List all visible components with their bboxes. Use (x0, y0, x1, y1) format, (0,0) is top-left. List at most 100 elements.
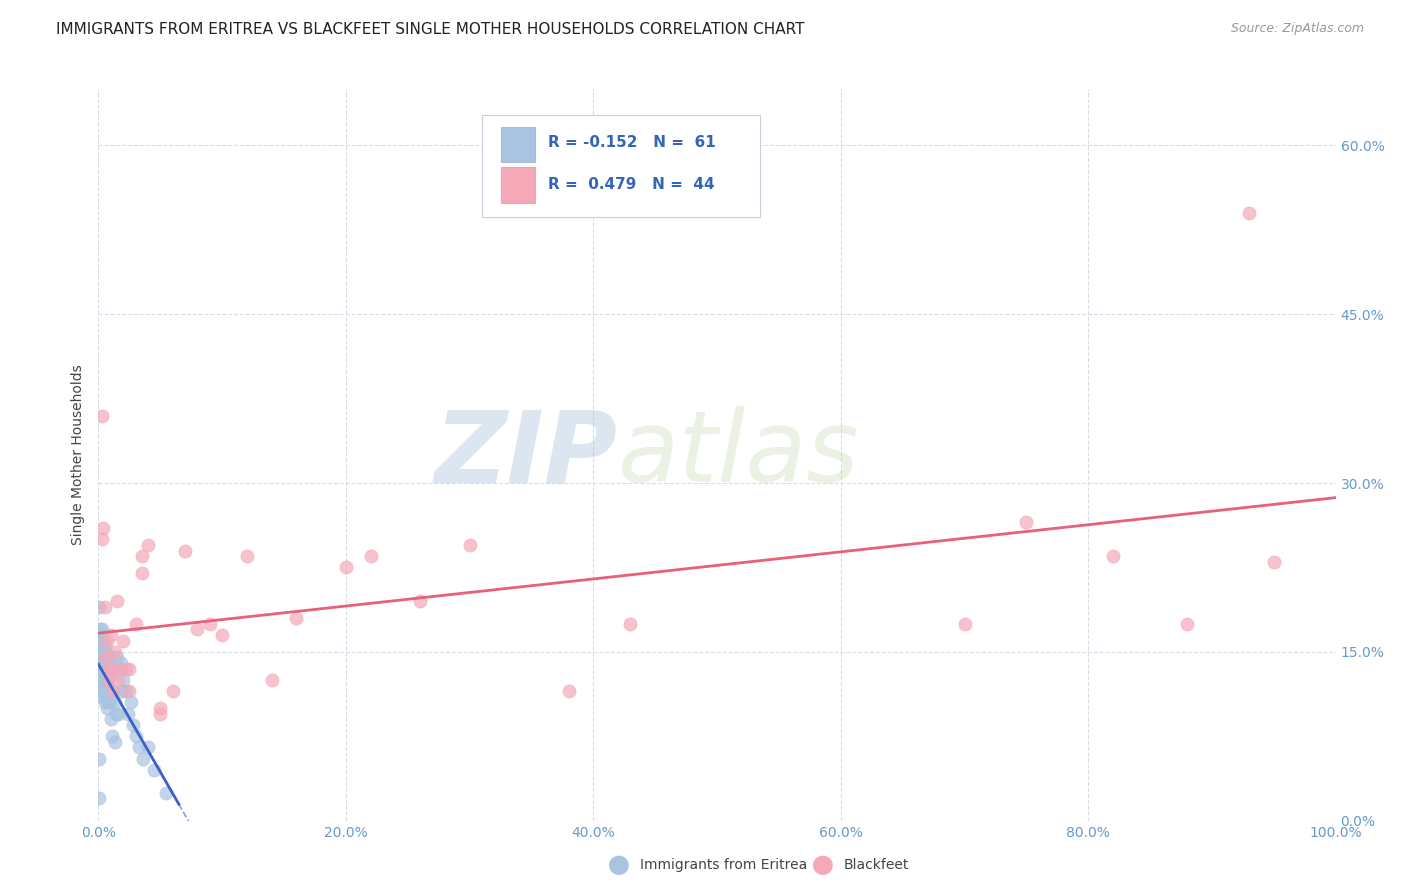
Point (107, 673, 129, 687)
Text: R =  0.479   N =  44: R = 0.479 N = 44 (547, 177, 714, 192)
Point (103, 696, 125, 710)
Point (149, 701, 172, 715)
Point (110, 662, 132, 676)
Point (174, 543, 197, 558)
Point (458, 538, 481, 552)
Point (93, 679, 115, 693)
Point (93, 673, 115, 687)
Text: Immigrants from Eritrea: Immigrants from Eritrea (640, 858, 807, 872)
Point (149, 706, 172, 721)
Point (117, 706, 139, 721)
Point (285, 611, 308, 625)
Y-axis label: Single Mother Households: Single Mother Households (72, 365, 86, 545)
Text: atlas: atlas (619, 407, 859, 503)
Point (97, 696, 120, 710)
FancyBboxPatch shape (482, 115, 761, 218)
Point (118, 684, 141, 698)
Point (124, 616, 146, 631)
Point (93, 662, 115, 676)
Point (1237, 206, 1260, 220)
Point (103, 735, 125, 749)
Point (118, 662, 141, 676)
Point (104, 706, 127, 721)
Point (105, 650, 128, 665)
Point (136, 740, 159, 755)
Point (124, 729, 146, 743)
Point (100, 662, 122, 676)
Point (128, 740, 150, 755)
Point (90, 679, 112, 693)
Point (93, 690, 115, 704)
Point (1175, 616, 1198, 631)
Point (96, 633, 118, 648)
Point (94, 662, 117, 676)
Point (96, 673, 118, 687)
Point (619, 616, 641, 631)
Point (122, 718, 145, 732)
Point (91, 633, 114, 648)
Point (260, 673, 283, 687)
Point (90, 628, 112, 642)
Text: R = -0.152   N =  61: R = -0.152 N = 61 (547, 135, 716, 150)
Point (93, 656, 115, 670)
Point (114, 662, 136, 676)
Point (87, 791, 110, 805)
Point (100, 628, 122, 642)
Point (89, 667, 111, 681)
Point (90, 623, 112, 637)
Point (1015, 516, 1038, 530)
Point (89, 633, 111, 648)
Point (96, 650, 118, 665)
Point (198, 616, 221, 631)
Point (98, 650, 121, 665)
Point (93, 639, 115, 653)
Text: ⬤: ⬤ (811, 855, 834, 875)
Text: Source: ZipAtlas.com: Source: ZipAtlas.com (1230, 22, 1364, 36)
Point (236, 549, 259, 564)
Point (93, 639, 115, 653)
Point (120, 696, 142, 710)
Point (96, 701, 118, 715)
Point (101, 667, 124, 681)
Text: Blackfeet: Blackfeet (844, 858, 908, 872)
Text: IMMIGRANTS FROM ERITREA VS BLACKFEET SINGLE MOTHER HOUSEHOLDS CORRELATION CHART: IMMIGRANTS FROM ERITREA VS BLACKFEET SIN… (56, 22, 804, 37)
Point (136, 538, 159, 552)
Point (155, 785, 177, 799)
Point (94, 690, 117, 704)
Point (143, 763, 166, 777)
Point (97, 673, 120, 687)
Point (101, 729, 124, 743)
FancyBboxPatch shape (501, 168, 536, 202)
Point (90, 667, 112, 681)
Point (97, 673, 120, 687)
Point (110, 656, 132, 670)
Point (101, 662, 124, 676)
Point (91, 684, 114, 698)
FancyBboxPatch shape (501, 128, 536, 162)
Point (211, 628, 233, 642)
Point (107, 706, 129, 721)
Point (89, 656, 111, 670)
Point (90, 645, 112, 659)
Text: ⬤: ⬤ (607, 855, 630, 875)
Point (91, 650, 114, 665)
Point (93, 521, 115, 535)
Point (108, 662, 131, 676)
Point (953, 616, 976, 631)
Point (557, 684, 579, 698)
Point (114, 684, 136, 698)
Point (98, 662, 121, 676)
Point (1102, 549, 1125, 564)
Point (100, 712, 122, 726)
Point (93, 599, 115, 614)
Point (335, 560, 357, 574)
Point (162, 684, 184, 698)
Point (131, 549, 153, 564)
Point (91, 667, 114, 681)
Point (91, 533, 114, 547)
Point (93, 696, 115, 710)
Point (112, 633, 135, 648)
Point (89, 599, 111, 614)
Point (112, 673, 135, 687)
Point (94, 645, 117, 659)
